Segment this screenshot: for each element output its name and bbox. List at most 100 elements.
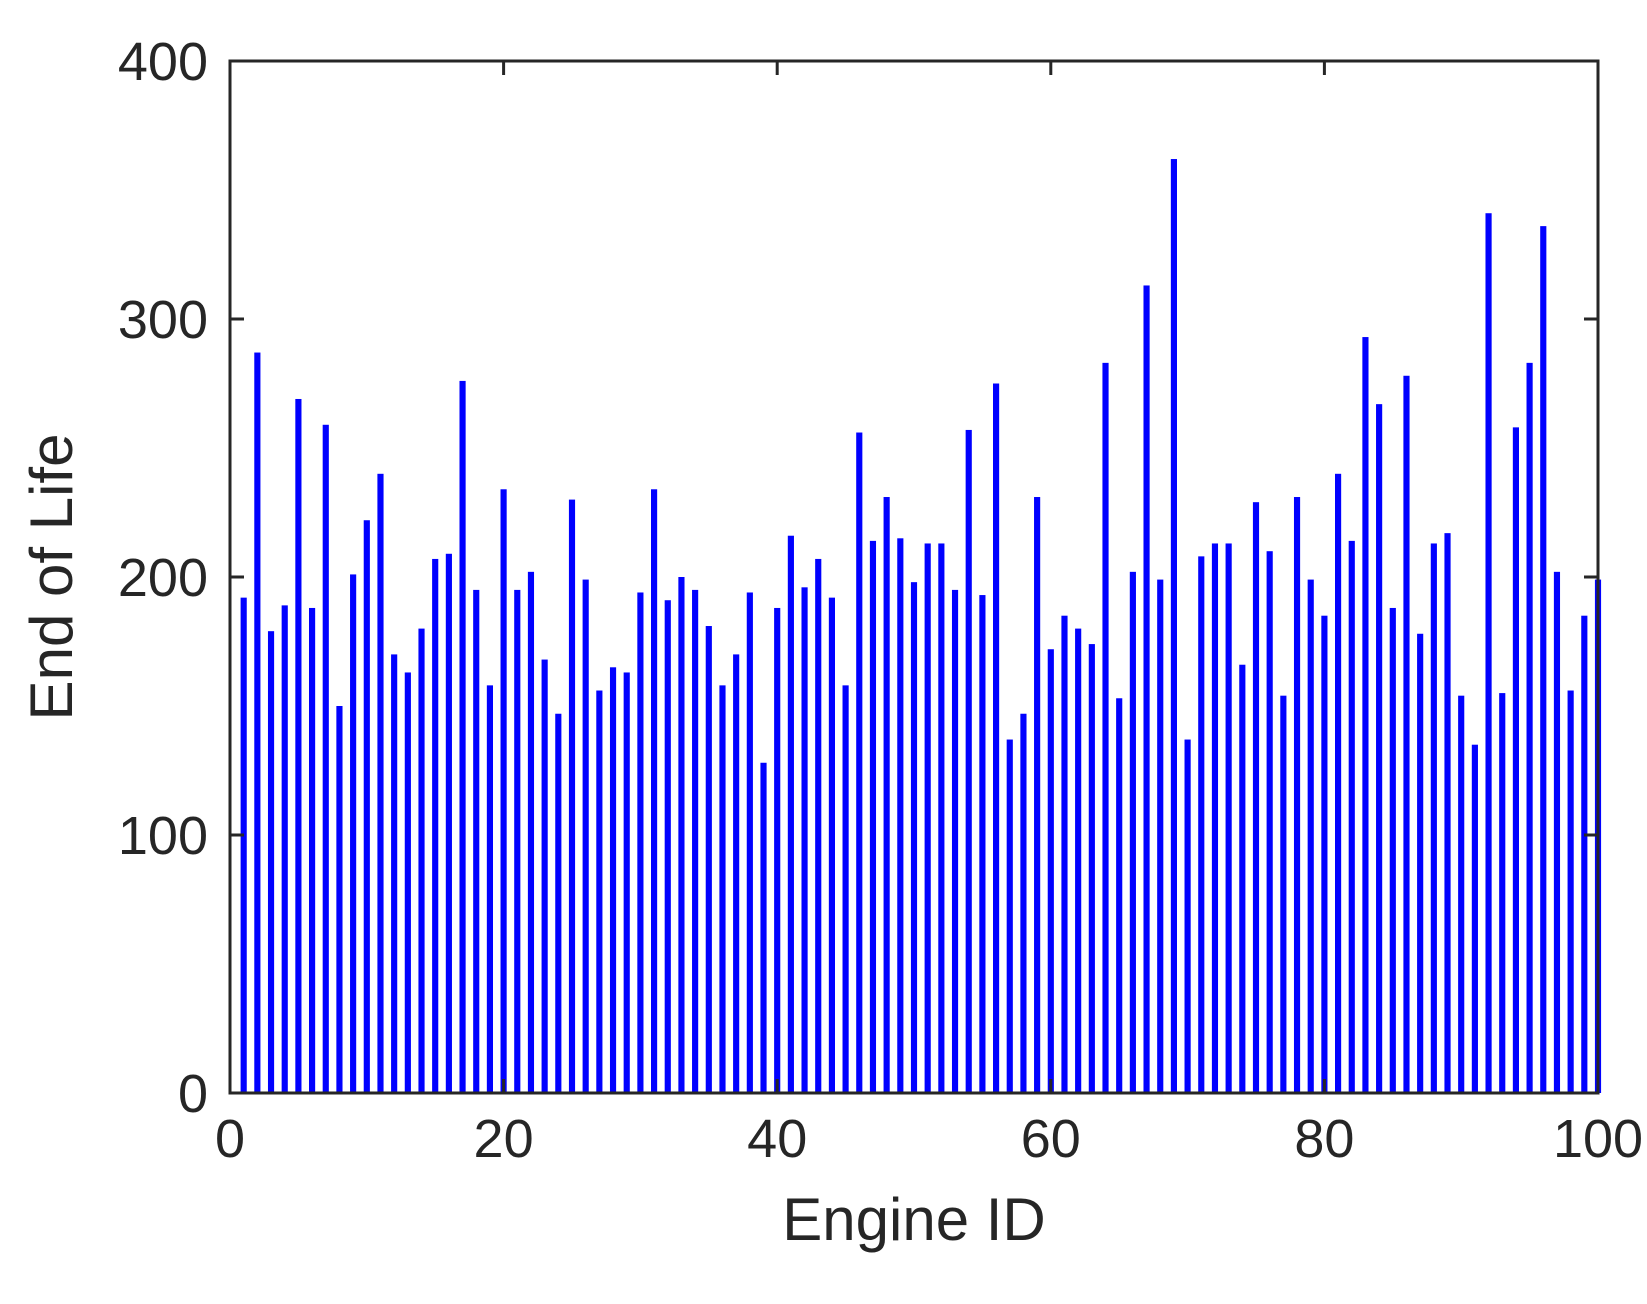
bar-engine-5: [295, 398, 302, 1094]
bar-engine-86: [1403, 375, 1410, 1093]
bar-engine-57: [1006, 739, 1013, 1093]
bar-engine-12: [391, 654, 398, 1093]
x-tick-label-0: 0: [215, 1109, 245, 1169]
y-tick-label-400: 400: [118, 32, 208, 92]
bar-engine-45: [842, 685, 849, 1093]
x-tick-label-100: 100: [1553, 1109, 1643, 1169]
bar-engine-16: [445, 553, 452, 1093]
bar-engine-89: [1444, 533, 1451, 1093]
y-tick-labels: 0 100 200 300 400: [118, 32, 208, 1124]
bar-engine-4: [281, 605, 288, 1093]
bar-engine-48: [883, 497, 890, 1093]
bar-engine-92: [1485, 213, 1492, 1094]
bar-engine-87: [1417, 633, 1424, 1093]
x-tick-label-40: 40: [747, 1109, 807, 1169]
bar-engine-69: [1170, 159, 1177, 1094]
bar-engine-51: [924, 543, 931, 1093]
bar-engine-72: [1211, 543, 1219, 1093]
bar-engine-65: [1116, 698, 1123, 1093]
bar-engine-60: [1047, 649, 1054, 1093]
bar-engine-79: [1307, 579, 1314, 1093]
bar-engine-71: [1198, 556, 1205, 1093]
bar-engine-56: [993, 383, 1000, 1093]
x-tick-label-20: 20: [474, 1109, 534, 1169]
bar-engine-78: [1293, 497, 1301, 1093]
bar-engine-64: [1102, 362, 1109, 1093]
x-tick-label-60: 60: [1021, 1109, 1081, 1169]
bar-engine-73: [1225, 543, 1232, 1093]
bar-engine-67: [1143, 285, 1150, 1094]
bar-engine-31: [651, 489, 658, 1093]
bar-engine-20: [500, 489, 507, 1093]
bar-engine-83: [1362, 337, 1369, 1093]
bar-engine-2: [254, 352, 261, 1093]
bar-engine-22: [527, 571, 535, 1093]
bar-engine-14: [418, 628, 425, 1093]
bar-engine-93: [1499, 693, 1506, 1093]
bar-engine-34: [692, 589, 699, 1093]
ticks-group: [228, 59, 1600, 1095]
bar-engine-82: [1348, 540, 1355, 1093]
bar-engine-24: [555, 713, 562, 1093]
bar-engine-80: [1321, 615, 1328, 1093]
bar-engine-75: [1252, 502, 1260, 1093]
bar-engine-23: [541, 659, 548, 1093]
bar-engine-8: [336, 706, 343, 1093]
bar-engine-40: [774, 607, 781, 1093]
bar-engine-91: [1471, 744, 1478, 1093]
bar-engine-68: [1157, 579, 1164, 1093]
y-axis-title: End of Life: [18, 434, 85, 721]
bar-engine-55: [979, 595, 986, 1093]
bar-engine-27: [596, 690, 603, 1093]
bar-engine-6: [309, 607, 316, 1093]
bar-engine-66: [1129, 571, 1136, 1093]
x-axis-title: Engine ID: [782, 1186, 1046, 1253]
bar-engine-39: [760, 762, 767, 1093]
y-tick-label-300: 300: [118, 290, 208, 350]
bar-engine-30: [637, 592, 644, 1093]
bar-engine-81: [1335, 473, 1342, 1093]
bar-engine-61: [1061, 615, 1068, 1093]
y-tick-label-200: 200: [118, 548, 208, 608]
bar-engine-63: [1088, 644, 1095, 1093]
bar-engine-26: [582, 579, 589, 1093]
bar-engine-33: [678, 577, 685, 1093]
bar-engine-94: [1512, 427, 1519, 1093]
bar-engine-84: [1376, 404, 1383, 1093]
bars-group: [240, 159, 1602, 1094]
bar-engine-49: [897, 538, 904, 1093]
bar-engine-97: [1553, 571, 1561, 1093]
bar-engine-3: [267, 631, 275, 1093]
bar-engine-46: [856, 432, 863, 1093]
bar-engine-11: [377, 473, 384, 1093]
bar-engine-28: [609, 667, 617, 1093]
bar-engine-50: [910, 582, 918, 1093]
bar-engine-43: [815, 558, 822, 1093]
bar-engine-99: [1581, 615, 1588, 1093]
bar-engine-58: [1020, 713, 1027, 1093]
bar-engine-32: [664, 600, 671, 1093]
bar-engine-95: [1526, 362, 1533, 1093]
bar-engine-38: [746, 592, 753, 1093]
bar-engine-18: [473, 589, 480, 1093]
bar-engine-88: [1430, 543, 1437, 1093]
bar-engine-44: [828, 597, 835, 1093]
y-tick-label-100: 100: [118, 806, 208, 866]
bar-engine-54: [965, 429, 972, 1093]
bar-engine-85: [1389, 607, 1396, 1093]
bar-engine-98: [1567, 690, 1574, 1093]
bar-engine-62: [1075, 628, 1082, 1093]
bar-engine-42: [801, 587, 808, 1093]
bar-engine-25: [568, 499, 576, 1094]
bar-engine-35: [705, 626, 712, 1093]
bar-engine-76: [1266, 551, 1273, 1093]
bar-engine-29: [623, 672, 630, 1093]
bar-engine-36: [719, 685, 726, 1093]
bar-engine-41: [787, 535, 794, 1093]
bar-engine-47: [869, 540, 877, 1093]
bar-engine-10: [363, 520, 370, 1093]
bar-engine-90: [1458, 695, 1465, 1093]
x-tick-labels: 0 20 40 60 80 100: [215, 1109, 1643, 1169]
bar-engine-96: [1540, 226, 1547, 1093]
